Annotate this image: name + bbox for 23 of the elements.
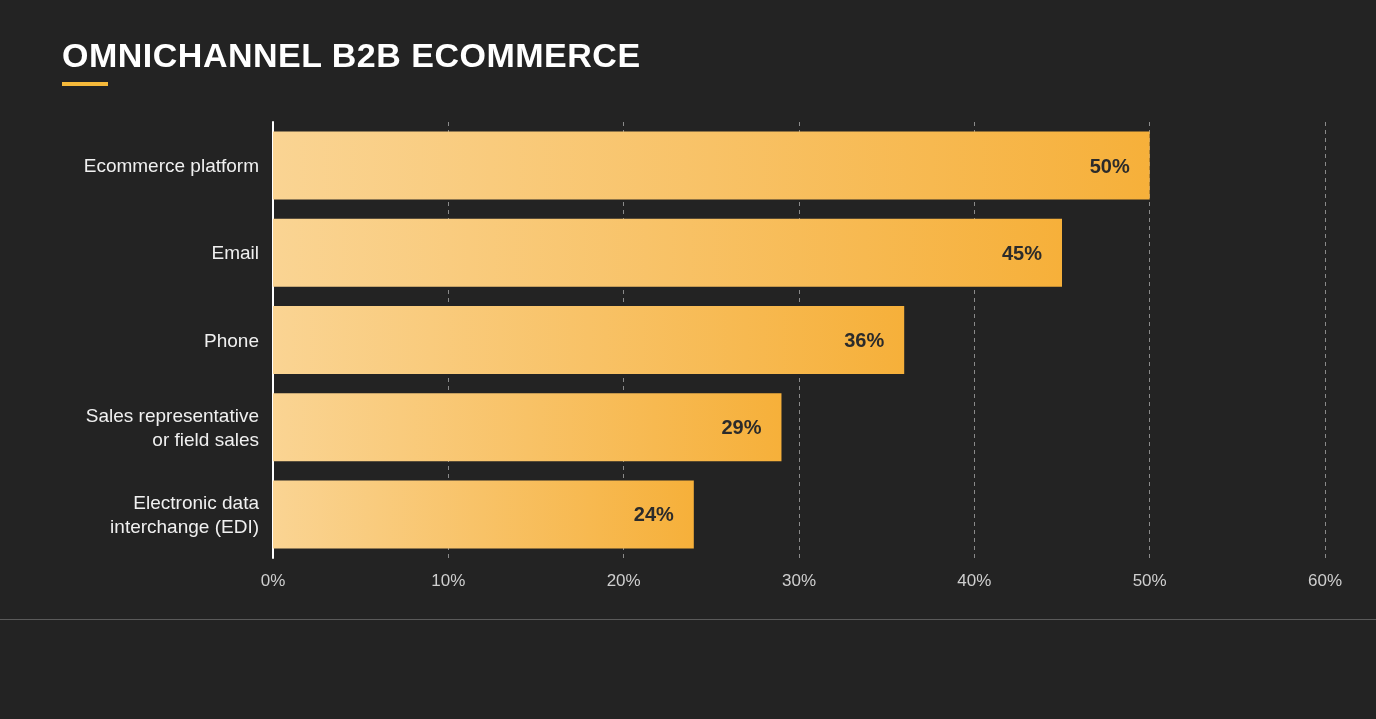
data-label: 24% [633, 503, 675, 526]
bar [273, 131, 1150, 200]
data-label: 36% [844, 329, 885, 351]
bar [273, 218, 1062, 287]
bar [273, 480, 694, 549]
x-tick-label: 50% [1132, 571, 1167, 590]
y-tick-label: Sales representative or field sales [85, 404, 259, 450]
x-tick-label: 20% [606, 571, 641, 590]
data-label: 45% [1001, 241, 1043, 264]
x-tick-label: 0% [260, 571, 286, 590]
x-tick-label: 30% [781, 571, 817, 590]
bar [273, 305, 905, 375]
x-tick-label: 40% [957, 571, 992, 590]
data-label: 29% [721, 416, 762, 439]
y-tick-label: Email [211, 242, 259, 264]
y-tick-label: Phone [204, 329, 259, 351]
data-label: 50% [1089, 154, 1130, 177]
x-tick-label: 60% [1307, 571, 1343, 590]
y-tick-label: Ecommerce platform [83, 155, 259, 177]
bar [273, 393, 782, 462]
chart-title: OMNICHANNEL B2B ECOMMERCE [62, 36, 641, 75]
y-tick-label: Electronic data interchange (EDI) [110, 491, 260, 537]
x-tick-label: 10% [431, 571, 466, 590]
